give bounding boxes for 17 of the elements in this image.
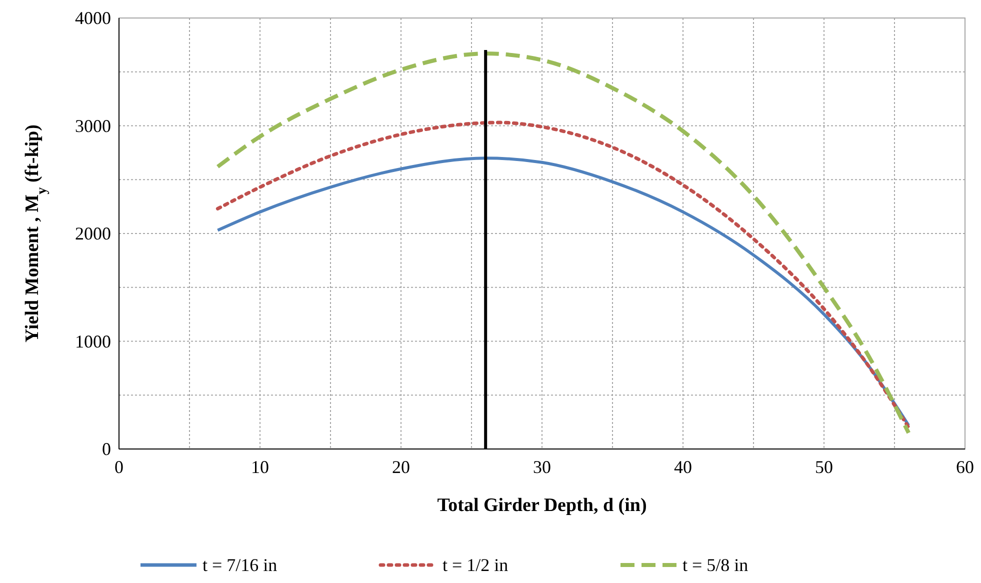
x-tick-label: 20	[392, 457, 410, 477]
legend-label: t = 1/2 in	[442, 555, 508, 575]
y-tick-label: 0	[102, 439, 111, 459]
x-tick-label: 60	[956, 457, 974, 477]
legend-label: t = 5/8 in	[682, 555, 748, 575]
x-tick-label: 40	[674, 457, 692, 477]
x-tick-label: 0	[114, 457, 124, 477]
y-tick-label: 3000	[75, 116, 111, 136]
y-tick-label: 1000	[75, 331, 111, 352]
x-axis-title: Total Girder Depth, d (in)	[437, 495, 647, 516]
line-series	[216, 52, 911, 435]
x-tick-label: 30	[533, 457, 551, 477]
x-tick-label: 50	[815, 457, 833, 477]
y-tick-label: 2000	[75, 224, 111, 244]
legend-label: t = 7/16 in	[202, 555, 278, 575]
x-tick-label: 10	[251, 457, 269, 477]
y-tick-label: 4000	[75, 8, 111, 28]
